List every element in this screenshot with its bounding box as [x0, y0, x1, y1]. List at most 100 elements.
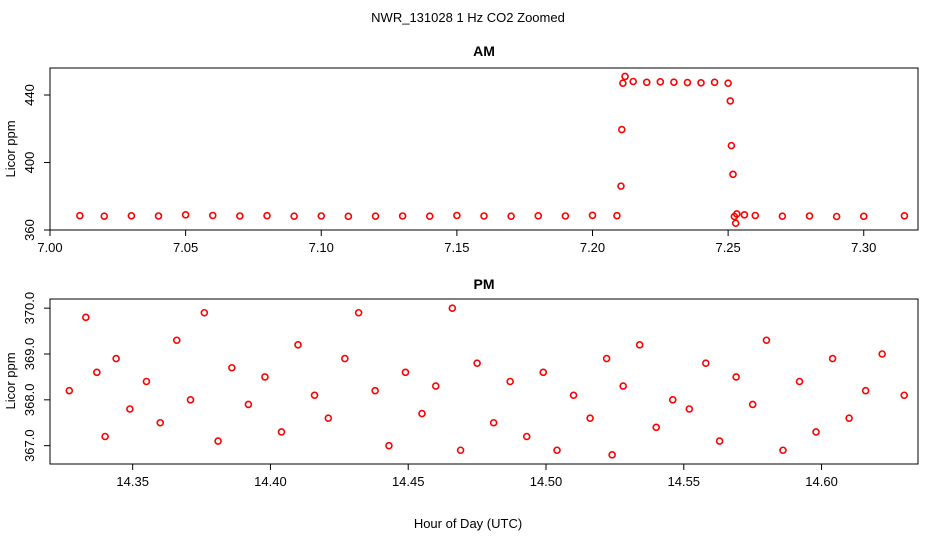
pm-plot-frame: [49, 298, 919, 465]
pm-data-point: [401, 368, 410, 377]
am-panel: AM Licor ppm 7.00 7.05 7.10 7.15 7.20 7.25 7.3…: [3, 43, 919, 255]
am-x-tick-label: 7.15: [444, 240, 469, 255]
am-x-axis: 7.00 7.05 7.10 7.15 7.20 7.25 7.30: [37, 230, 876, 255]
pm-data-point: [244, 400, 253, 409]
am-data-point: [154, 212, 163, 220]
am-data-point: [619, 79, 627, 87]
pm-data-point: [489, 418, 498, 427]
pm-data-point: [715, 437, 724, 445]
am-data-point: [778, 212, 787, 220]
pm-data-point: [685, 405, 694, 413]
am-y-tick-label: 440: [22, 84, 37, 106]
am-data-point: [617, 182, 625, 190]
am-data-point: [740, 211, 749, 219]
pm-data-point: [748, 400, 757, 409]
am-data-point: [480, 212, 488, 220]
pm-data-point: [93, 368, 101, 377]
pm-data-point: [310, 391, 319, 400]
am-data-point: [398, 212, 407, 220]
pm-data-point: [228, 363, 236, 372]
pm-y-tick-label: 367.0: [22, 429, 37, 462]
am-x-tick-label: 7.00: [37, 240, 62, 255]
pm-data-point: [277, 428, 286, 436]
am-data-point: [561, 212, 570, 220]
am-data-point: [453, 211, 461, 220]
pm-panel-title: PM: [474, 276, 495, 292]
am-data-point: [181, 211, 190, 219]
figure-x-axis-label: Hour of Day (UTC): [414, 516, 522, 531]
pm-data-point: [668, 396, 677, 404]
am-data-point: [236, 212, 244, 220]
am-x-tick-label: 7.10: [309, 240, 334, 255]
am-plot-frame: [49, 67, 919, 231]
pm-data-point: [702, 359, 710, 367]
pm-data-point: [418, 409, 426, 418]
pm-data-point: [569, 391, 578, 400]
pm-data-point: [82, 313, 90, 322]
pm-x-tick-label: 14.50: [530, 474, 563, 489]
pm-x-tick-label: 14.55: [668, 474, 701, 489]
pm-data-point: [456, 446, 465, 455]
am-data-point: [642, 78, 651, 87]
am-data-point: [733, 210, 741, 218]
am-x-tick-label: 7.05: [173, 240, 198, 255]
am-data-point: [290, 212, 298, 220]
pm-x-tick-label: 14.40: [254, 474, 287, 489]
pm-data-point: [448, 304, 457, 312]
am-data-point: [344, 212, 353, 221]
am-data-point: [656, 78, 665, 86]
pm-data-point: [65, 386, 74, 395]
am-data-point: [534, 212, 543, 220]
pm-data-point: [156, 418, 165, 427]
pm-x-tick-label: 14.45: [392, 474, 425, 489]
pm-data-point: [324, 414, 333, 422]
pm-data-point: [126, 405, 134, 413]
am-data-point: [76, 211, 84, 220]
pm-x-tick-label: 14.35: [116, 474, 149, 489]
figure-title: NWR_131028 1 Hz CO2 Zoomed: [371, 10, 565, 25]
am-data-point: [710, 78, 719, 87]
pm-panel: PM Licor ppm 14.35 14.40 14.45 14.50 14.55 14…: [3, 276, 919, 489]
pm-y-tick-label: 370.0: [22, 292, 37, 325]
pm-x-tick-label: 14.60: [805, 474, 838, 489]
pm-data-point: [112, 354, 120, 363]
pm-data-point: [652, 423, 661, 432]
pm-data-point: [845, 414, 853, 422]
am-data-point: [751, 211, 760, 220]
pm-data-point: [385, 441, 393, 450]
am-y-axis-label: Licor ppm: [3, 120, 18, 177]
pm-data-point: [635, 341, 644, 349]
am-data-point: [208, 211, 217, 220]
am-data-point: [729, 170, 737, 179]
pm-data-point: [506, 377, 514, 386]
pm-data-point: [172, 336, 181, 345]
am-data-point: [832, 212, 841, 221]
pm-data-point: [795, 377, 804, 386]
pm-x-axis: 14.35 14.40 14.45 14.50 14.55 14.60: [116, 464, 838, 489]
pm-data-point: [142, 377, 151, 386]
pm-data-point: [473, 359, 481, 367]
pm-data-point: [762, 336, 771, 345]
pm-data-point: [214, 437, 222, 445]
pm-data-point: [341, 354, 349, 363]
am-y-tick-label: 400: [22, 152, 37, 174]
pm-data-point: [553, 446, 561, 455]
am-data-point: [731, 219, 740, 228]
am-data-point: [859, 212, 868, 221]
am-data-point: [670, 78, 678, 86]
am-data-point: [805, 212, 814, 220]
am-data-point: [127, 212, 136, 220]
pm-data-point: [186, 396, 195, 404]
pm-data-point: [900, 391, 909, 400]
am-data-point: [371, 212, 380, 220]
pm-data-points: [65, 304, 909, 459]
am-data-point: [724, 79, 732, 87]
am-data-point: [507, 212, 515, 220]
am-data-point: [317, 212, 326, 220]
am-x-tick-label: 7.30: [851, 240, 876, 255]
pm-data-point: [371, 386, 379, 395]
am-data-point: [900, 212, 909, 220]
am-data-point: [629, 77, 637, 86]
am-data-points: [76, 72, 909, 228]
